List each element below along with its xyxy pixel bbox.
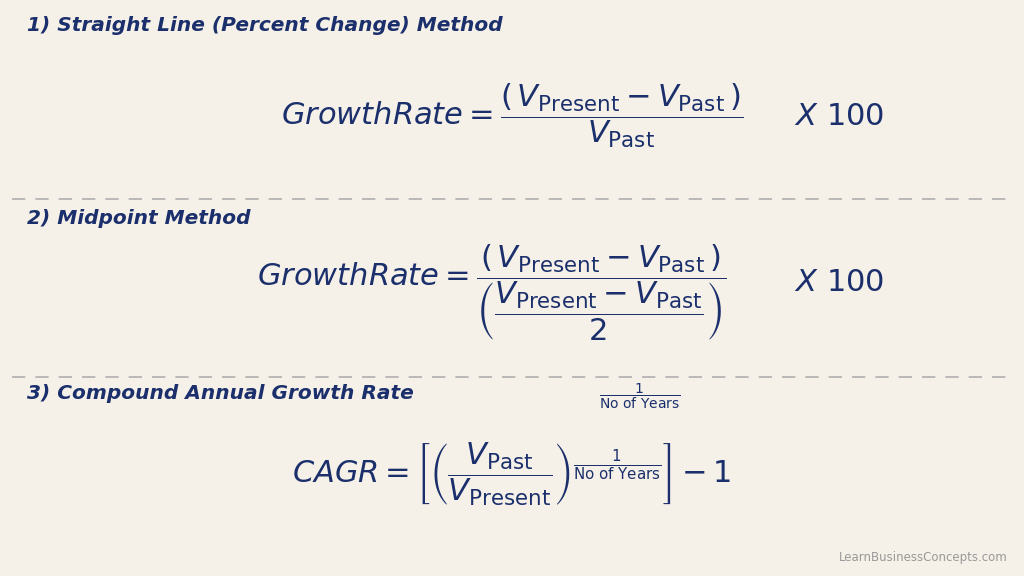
Text: 3) Compound Annual Growth Rate: 3) Compound Annual Growth Rate xyxy=(27,384,414,403)
Text: $\mathit{X\ 100}$: $\mathit{X\ 100}$ xyxy=(794,268,884,297)
Text: 2) Midpoint Method: 2) Midpoint Method xyxy=(27,209,251,228)
Text: 1) Straight Line (Percent Change) Method: 1) Straight Line (Percent Change) Method xyxy=(27,16,503,35)
Text: $\mathit{GrowthRate} = \dfrac{(\,V_{\mathsf{Present}} - V_{\mathsf{Past}}\,)}{V_: $\mathit{GrowthRate} = \dfrac{(\,V_{\mat… xyxy=(281,82,743,150)
Text: $\mathit{X\ 100}$: $\mathit{X\ 100}$ xyxy=(794,101,884,131)
Text: $\mathit{GrowthRate} = \dfrac{(\,V_{\mathsf{Present}} - V_{\mathsf{Past}}\,)}{\l: $\mathit{GrowthRate} = \dfrac{(\,V_{\mat… xyxy=(257,242,726,343)
Text: $\dfrac{1}{\mathsf{No\ of\ Years}}$: $\dfrac{1}{\mathsf{No\ of\ Years}}$ xyxy=(599,382,681,411)
Text: $\mathit{CAGR} = \left[\left(\dfrac{V_{\mathsf{Past}}}{V_{\mathsf{Present}}}\rig: $\mathit{CAGR} = \left[\left(\dfrac{V_{\… xyxy=(292,441,732,508)
Text: LearnBusinessConcepts.com: LearnBusinessConcepts.com xyxy=(839,551,1008,564)
